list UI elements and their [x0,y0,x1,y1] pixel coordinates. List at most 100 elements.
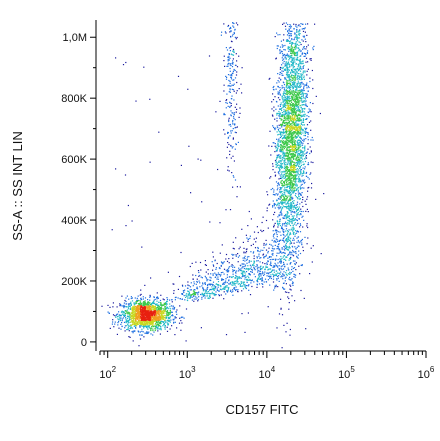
data-point [296,82,298,84]
data-point [290,75,293,77]
data-point [218,294,220,296]
data-point [293,133,295,135]
data-point [248,261,250,264]
data-point [269,271,271,274]
data-point [192,293,194,295]
data-point [286,234,288,236]
data-point [309,58,311,60]
data-point [296,163,298,165]
data-point [293,100,295,102]
data-point [296,128,298,130]
data-point [168,319,170,322]
data-point [280,196,282,198]
data-point [231,54,233,56]
data-point [273,237,275,239]
data-point [276,230,278,232]
data-point [199,282,201,284]
data-point [228,55,230,57]
data-point [294,78,296,80]
data-point [282,106,284,108]
data-point [244,272,246,274]
data-point [306,225,308,227]
data-point [286,39,288,41]
data-point [285,140,287,142]
data-point [212,281,215,283]
data-point [156,328,158,330]
data-point [296,159,298,161]
data-point [253,261,255,263]
data-point [288,185,290,187]
data-point [124,317,127,319]
data-point [162,325,164,327]
data-point [289,279,291,281]
data-point [154,302,156,304]
data-point [233,50,235,52]
data-point [175,317,177,319]
data-point [287,219,289,221]
data-point [288,77,290,79]
data-point [287,178,289,180]
data-point [123,304,125,306]
data-point [299,154,301,156]
data-point [132,323,134,325]
data-point [226,289,228,292]
data-point [160,315,162,317]
data-point [286,230,289,232]
data-point [280,102,282,104]
data-point [167,324,169,326]
data-point [299,155,301,157]
data-point [283,288,285,290]
data-point [287,108,289,110]
data-point [289,164,291,166]
data-point [184,299,186,301]
data-point [301,175,303,177]
data-point [279,261,281,263]
data-point [180,316,182,319]
data-point [289,136,291,138]
data-point [277,140,279,143]
data-point [276,125,278,127]
data-point [294,144,296,146]
data-point [287,222,289,224]
data-point [302,118,304,120]
data-point [284,144,286,146]
data-point [299,167,301,169]
data-point [288,236,290,238]
data-point [193,283,195,285]
data-point [286,132,288,134]
data-point [274,207,276,209]
data-point [304,97,306,99]
data-point [294,263,296,265]
data-point [266,263,268,265]
data-point [294,187,296,189]
data-point [297,95,299,97]
data-point [134,310,136,312]
data-point [283,89,285,91]
data-point [299,140,301,142]
data-point [297,212,299,214]
data-point [297,189,299,191]
data-point [290,207,292,209]
data-point [225,269,227,271]
data-point [291,227,293,229]
data-point [115,316,117,318]
data-point [279,273,281,275]
data-point [234,266,236,268]
data-point [280,176,282,178]
data-point [289,82,291,84]
data-point [288,131,290,133]
data-point [288,86,290,89]
data-point [215,268,217,270]
data-point [279,202,281,204]
data-point [134,297,136,299]
data-point [290,71,292,73]
data-point [291,202,293,204]
data-point [238,88,240,90]
data-point [281,51,283,53]
data-point [287,216,289,218]
data-point [291,130,293,132]
data-point [293,120,295,122]
data-point [307,148,309,150]
data-point [284,199,286,201]
data-point [305,83,308,86]
